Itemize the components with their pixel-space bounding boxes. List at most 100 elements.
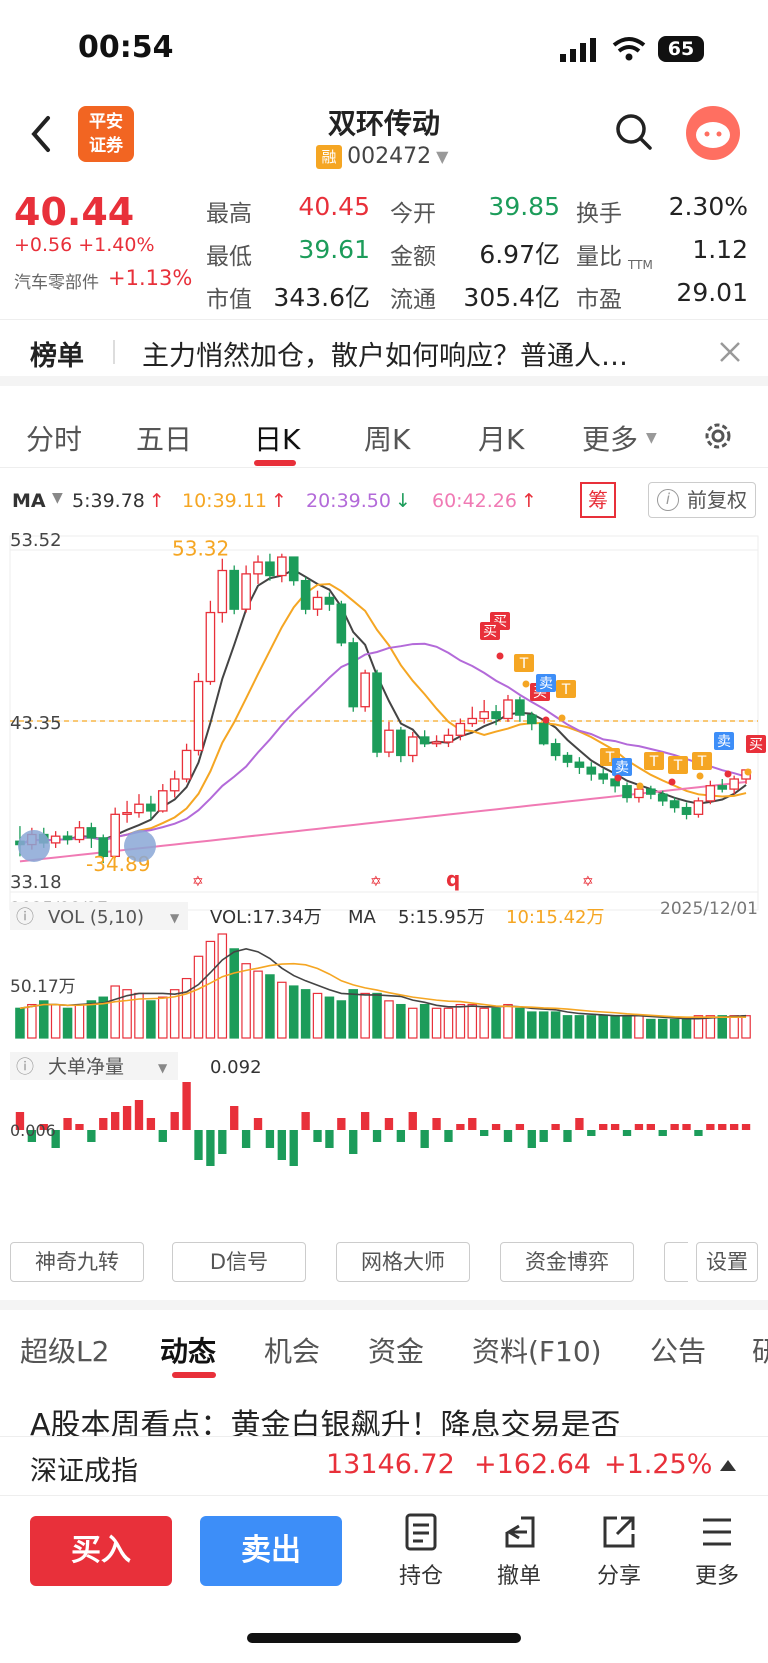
candle — [122, 800, 132, 823]
sector-name[interactable]: 汽车零部件 — [14, 273, 99, 293]
back-icon[interactable] — [26, 114, 56, 154]
candle — [253, 555, 263, 584]
close-icon[interactable] — [718, 340, 742, 364]
sector-change: +1.13% — [108, 266, 193, 290]
active-tab-indicator — [172, 1372, 216, 1378]
volume-header[interactable] — [10, 902, 188, 930]
high-label: 53.32 — [172, 536, 229, 560]
candle — [62, 831, 73, 845]
volume-ma5: 5:15.95万 — [398, 907, 485, 928]
big-order-bar — [515, 1124, 525, 1130]
sell-button[interactable]: 卖出 — [200, 1516, 342, 1586]
stock-code-selector[interactable]: 融 002472 ▼ — [316, 144, 448, 169]
big-order-bar — [622, 1130, 632, 1136]
section-tab-1[interactable]: 动态 — [160, 1335, 217, 1368]
buy-signal[interactable]: 买 — [746, 735, 766, 753]
section-tab-3[interactable]: 资金 — [368, 1335, 425, 1368]
big-order-bar — [694, 1130, 703, 1136]
section-tab-2[interactable]: 机会 — [264, 1335, 321, 1368]
avatar[interactable] — [686, 106, 740, 160]
q-label: q — [446, 867, 460, 891]
signal-text: T — [649, 754, 659, 770]
tool-button-0[interactable]: 神奇九转 — [10, 1242, 144, 1282]
share-icon — [584, 1512, 654, 1558]
volume-bar — [598, 1015, 608, 1039]
plot-frame — [9, 535, 759, 911]
t-signal[interactable]: T — [514, 654, 534, 672]
bottom-item-2[interactable]: 分享 — [584, 1512, 654, 1590]
buy-button[interactable]: 买入 — [30, 1516, 172, 1586]
candle — [181, 743, 192, 783]
zoom-icon — [124, 830, 156, 862]
big-order-bar — [658, 1130, 667, 1136]
sell-signal[interactable]: 卖 — [612, 758, 632, 776]
t-signal[interactable]: T — [644, 752, 664, 770]
index-change: +162.64 — [474, 1449, 592, 1480]
volume-value: VOL:17.34万 — [210, 907, 322, 928]
kline-svg[interactable]: 53.5243.3533.182025/08/272025/12/0153.32… — [0, 520, 768, 1240]
big-order-bar — [599, 1124, 608, 1130]
signal-dot — [724, 770, 732, 778]
candle — [205, 600, 216, 685]
event-icon: ✡ — [192, 874, 204, 890]
volume-bar — [181, 977, 192, 1039]
bottom-item-3[interactable]: 更多 — [682, 1512, 752, 1590]
expand-button[interactable] — [18, 830, 50, 862]
kline-chart[interactable]: 53.5243.3533.182025/08/272025/12/0153.32… — [0, 520, 768, 1240]
tab-1[interactable]: 五日 — [136, 423, 193, 456]
big-order-bar — [27, 1130, 37, 1142]
tab-5[interactable]: 更多 — [582, 423, 639, 456]
index-value: 13146.72 — [326, 1449, 455, 1480]
section-tab-0[interactable]: 超级L2 — [20, 1335, 110, 1368]
tool-button-4[interactable]: 设置 — [696, 1242, 758, 1282]
ma-label[interactable]: MA — [12, 490, 46, 512]
section-tab-6[interactable]: 研 — [752, 1335, 768, 1368]
t-signal[interactable]: T — [668, 756, 688, 774]
signal-dot — [614, 774, 622, 782]
t-signal[interactable]: T — [556, 680, 576, 698]
tool-button-partial[interactable] — [664, 1242, 688, 1282]
search-icon[interactable] — [614, 112, 654, 152]
tool-button-2[interactable]: 网格大师 — [336, 1242, 470, 1282]
tab-0[interactable]: 分时 — [26, 423, 83, 456]
notice-bar[interactable]: 榜单 主力悄然加仓，散户如何响应？普通人… — [0, 322, 768, 386]
big-order-header-bg — [10, 1052, 178, 1080]
section-tab-5[interactable]: 公告 — [650, 1335, 707, 1368]
candle — [324, 592, 335, 611]
tool-button-1[interactable]: D信号 — [172, 1242, 306, 1282]
gear-icon[interactable] — [700, 418, 736, 454]
tab-2[interactable]: 日K — [254, 423, 301, 456]
tool-button-3[interactable]: 资金博弈 — [500, 1242, 634, 1282]
volume-bar — [646, 1018, 656, 1039]
zoom-button[interactable] — [124, 830, 156, 862]
sell-signal[interactable]: 卖 — [536, 674, 556, 692]
chips-button[interactable]: 筹 — [580, 482, 616, 518]
big-order-header[interactable] — [10, 1052, 178, 1080]
tab-3[interactable]: 周K — [364, 423, 411, 456]
candle — [265, 553, 275, 581]
index-bar[interactable]: 深证成指 13146.72 +162.64 +1.25% — [0, 1436, 768, 1496]
tab-4[interactable]: 月K — [478, 423, 525, 456]
bottom-item-1[interactable]: 撤单 — [484, 1512, 554, 1590]
section-tab-4[interactable]: 资料(F10) — [472, 1335, 602, 1368]
quote-value: 39.61 — [298, 235, 370, 264]
big-order-bar — [146, 1118, 156, 1130]
big-order-bar — [575, 1118, 584, 1130]
sell-signal[interactable]: 卖 — [714, 732, 734, 750]
candle — [622, 782, 632, 803]
bottom-item-0[interactable]: 持仓 — [386, 1512, 456, 1590]
signal-dot — [636, 782, 644, 790]
t-signal[interactable]: T — [692, 752, 712, 770]
broker-logo[interactable]: 平安 证券 — [78, 106, 134, 162]
caret-down-icon[interactable]: ▼ — [52, 490, 63, 506]
more-icon — [682, 1512, 752, 1558]
candle — [50, 831, 61, 848]
adjust-button[interactable]: i 前复权 — [648, 482, 756, 518]
candle-body — [419, 736, 430, 745]
volume-bar — [491, 1007, 501, 1039]
big-order-bar — [563, 1130, 572, 1142]
candle-body — [538, 722, 549, 745]
buy-signal[interactable]: 买 — [480, 622, 500, 640]
candle — [443, 728, 454, 748]
big-order-bar — [206, 1130, 215, 1166]
